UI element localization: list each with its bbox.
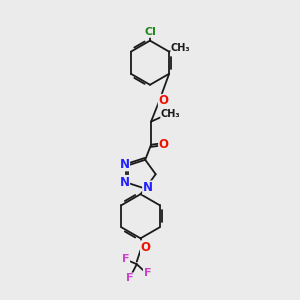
Text: F: F — [122, 254, 130, 264]
Text: N: N — [119, 158, 130, 171]
Text: CH₃: CH₃ — [161, 109, 180, 119]
Text: N: N — [143, 181, 153, 194]
Text: F: F — [143, 268, 151, 278]
Text: F: F — [126, 273, 133, 283]
Text: O: O — [159, 138, 169, 151]
Text: O: O — [141, 241, 151, 254]
Text: N: N — [119, 176, 130, 188]
Text: O: O — [158, 94, 169, 107]
Text: CH₃: CH₃ — [171, 43, 190, 53]
Text: Cl: Cl — [144, 27, 156, 37]
